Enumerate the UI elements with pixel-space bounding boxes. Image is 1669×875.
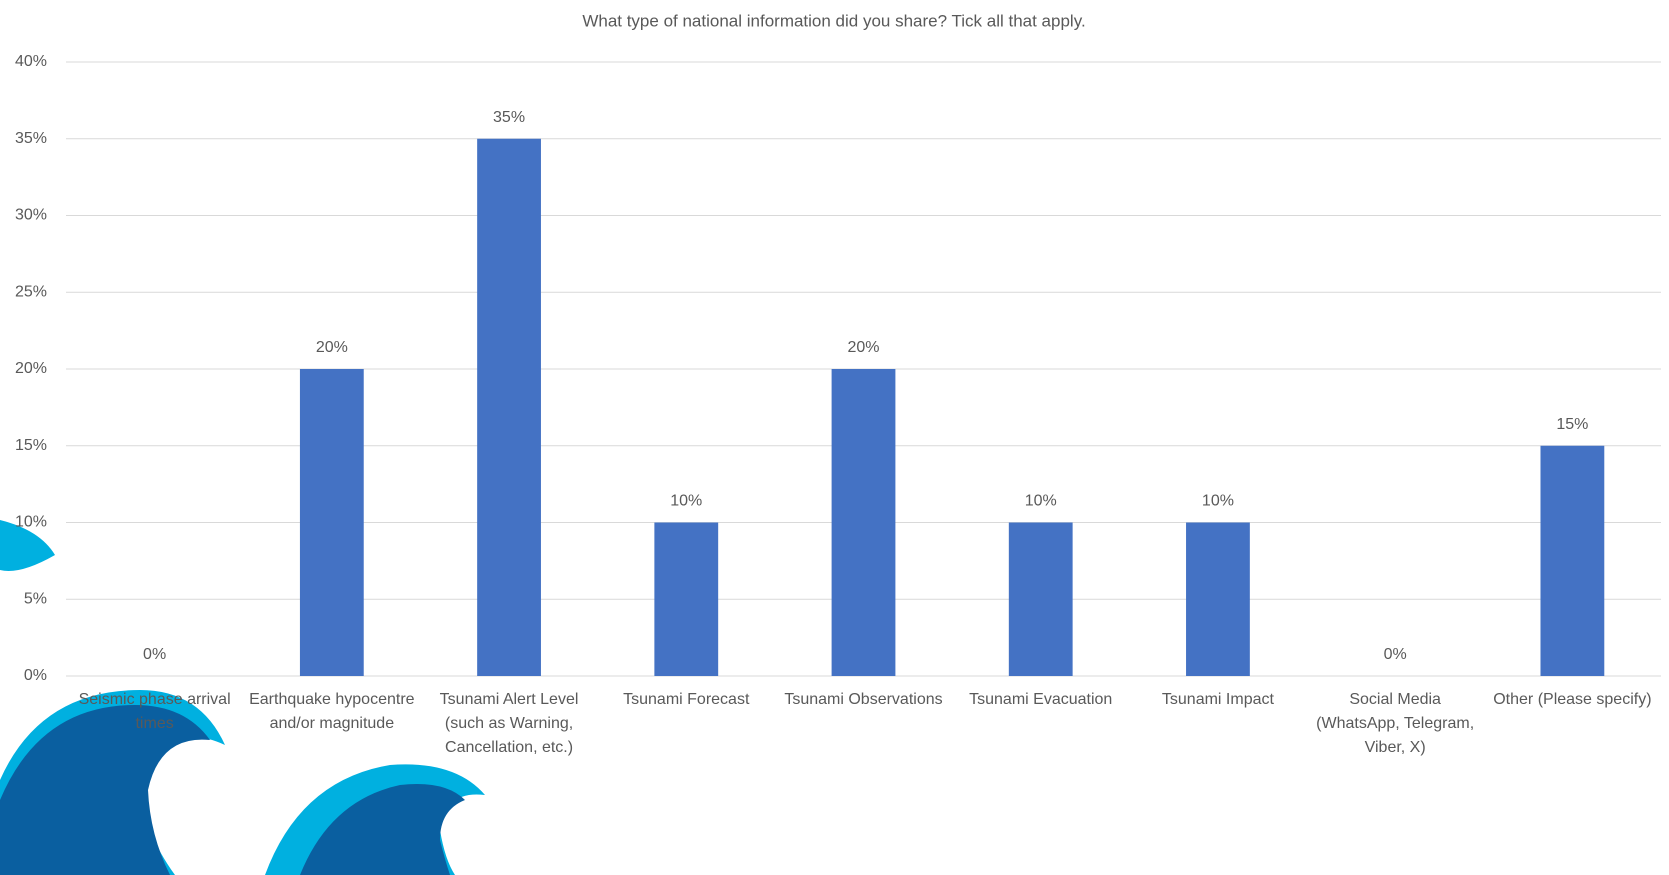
y-tick-label: 5%: [24, 590, 47, 607]
bar: [831, 369, 896, 676]
value-label: 35%: [493, 109, 525, 126]
y-tick-label: 40%: [15, 53, 47, 70]
bar: [299, 369, 364, 676]
y-tick-label: 20%: [15, 360, 47, 377]
x-tick-label: Other (Please specify): [1493, 691, 1652, 708]
y-tick-label: 30%: [15, 207, 47, 224]
value-label: 10%: [1202, 493, 1234, 510]
bar: [654, 522, 719, 676]
bar: [477, 138, 541, 676]
y-tick-label: 35%: [15, 130, 47, 147]
value-label: 10%: [1025, 493, 1057, 510]
x-tick-label: Earthquake hypocentre and/or magnitude: [249, 691, 415, 732]
y-tick-label: 0%: [24, 667, 47, 684]
x-tick-label: Tsunami Forecast: [623, 691, 750, 708]
value-label: 0%: [143, 646, 166, 663]
x-tick-label: Tsunami Alert Level (such as Warning, Ca…: [439, 691, 579, 756]
x-tick-label: Seismic phase arrival times: [78, 691, 231, 732]
bar: [1186, 522, 1250, 676]
value-label: 0%: [1384, 646, 1407, 663]
y-tick-label: 10%: [15, 514, 47, 531]
value-label: 10%: [670, 493, 702, 510]
bar: [1540, 445, 1605, 676]
x-tick-label: Tsunami Impact: [1161, 691, 1274, 708]
bar: [1008, 522, 1073, 676]
chart-title: What type of national information did yo…: [582, 11, 1085, 30]
x-tick-label: Tsunami Evacuation: [969, 691, 1113, 708]
y-tick-label: 15%: [15, 437, 47, 454]
wave-decoration: [0, 520, 485, 875]
y-tick-label: 25%: [15, 283, 47, 300]
value-label: 20%: [316, 339, 348, 356]
x-tick-label: Social Media (WhatsApp, Telegram, Viber,…: [1316, 691, 1475, 756]
x-tick-label: Tsunami Observations: [784, 691, 943, 708]
value-label: 20%: [847, 339, 879, 356]
value-label: 15%: [1556, 416, 1588, 433]
